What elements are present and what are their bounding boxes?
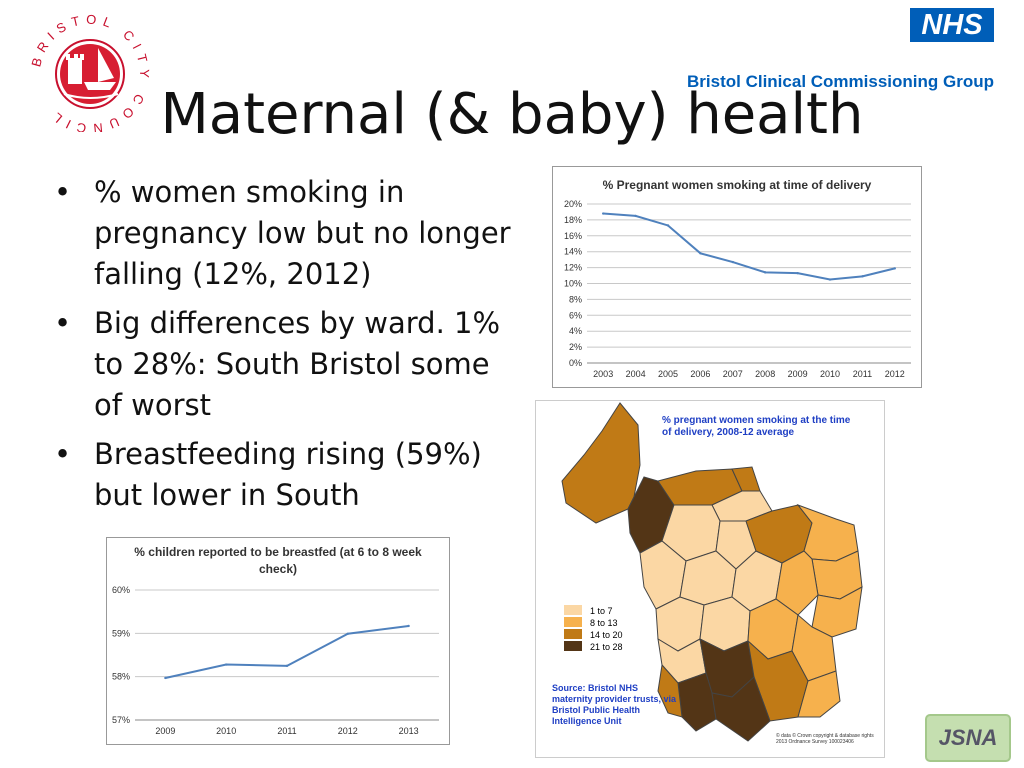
x-tick-label: 2012 bbox=[338, 726, 358, 736]
x-tick-label: 2009 bbox=[155, 726, 175, 736]
data-point bbox=[893, 267, 896, 270]
nhs-logo: NHS bbox=[910, 8, 994, 42]
map-ward bbox=[711, 676, 771, 742]
y-tick-label: 2% bbox=[569, 342, 582, 352]
map-ward bbox=[797, 670, 841, 718]
bullet-item: • Big differences by ward. 1% to 28%: Sou… bbox=[52, 303, 512, 426]
smoking-chart: % Pregnant women smoking at time of deli… bbox=[552, 166, 922, 388]
y-tick-label: 57% bbox=[112, 715, 130, 725]
data-point bbox=[407, 624, 410, 628]
bristol-city-council-logo: BRISTOL CITY COUNCIL bbox=[20, 12, 160, 137]
x-tick-label: 2012 bbox=[885, 369, 905, 379]
data-point bbox=[796, 271, 799, 275]
y-tick-label: 16% bbox=[564, 231, 582, 241]
data-point bbox=[285, 664, 289, 668]
x-tick-label: 2006 bbox=[690, 369, 710, 379]
x-tick-label: 2013 bbox=[399, 726, 419, 736]
breastfeeding-chart-svg: % children reported to be breastfed (at … bbox=[112, 545, 439, 736]
bullet-icon: • bbox=[54, 175, 72, 209]
legend-label: 21 to 28 bbox=[590, 642, 623, 652]
x-tick-label: 2004 bbox=[626, 369, 646, 379]
legend-label: 8 to 13 bbox=[590, 618, 618, 628]
x-tick-label: 2008 bbox=[755, 369, 775, 379]
legend-swatch bbox=[564, 629, 582, 639]
map-ward bbox=[657, 663, 683, 718]
data-point bbox=[731, 260, 734, 264]
y-tick-label: 6% bbox=[569, 310, 582, 320]
map-legend: 1 to 7 8 to 13 14 to 20 21 to 28 bbox=[564, 605, 623, 652]
x-tick-label: 2011 bbox=[277, 726, 296, 736]
breastfeeding-chart: % children reported to be breastfed (at … bbox=[106, 537, 450, 745]
map-source: Source: Bristol NHS maternity provider t… bbox=[552, 683, 677, 726]
bullet-text: Big differences by ward. 1% to 28%: Sout… bbox=[94, 306, 501, 422]
ward-map-svg: % pregnant women smoking at the time of … bbox=[552, 402, 874, 745]
data-point bbox=[225, 663, 228, 666]
data-point bbox=[764, 271, 767, 274]
y-tick-label: 10% bbox=[564, 279, 582, 289]
y-tick-label: 20% bbox=[564, 199, 582, 209]
data-point bbox=[346, 632, 349, 635]
bullet-text: % women smoking in pregnancy low but no … bbox=[94, 175, 511, 291]
legend-swatch bbox=[564, 617, 582, 627]
y-tick-label: 58% bbox=[112, 672, 130, 682]
x-tick-label: 2003 bbox=[593, 369, 613, 379]
x-tick-label: 2009 bbox=[788, 369, 808, 379]
bullet-list: • % women smoking in pregnancy low but no… bbox=[52, 172, 512, 524]
chart-title: % children reported to be breastfed (at … bbox=[134, 545, 422, 576]
ward-map: % pregnant women smoking at the time of … bbox=[535, 400, 885, 758]
jsna-badge: JSNA bbox=[925, 714, 1011, 762]
legend-label: 1 to 7 bbox=[590, 606, 613, 616]
bullet-item: • Breastfeeding rising (59%) but lower in… bbox=[52, 434, 512, 516]
council-crest-icon: BRISTOL CITY COUNCIL bbox=[28, 12, 146, 137]
ccg-name: Bristol Clinical Commissioning Group bbox=[687, 72, 994, 91]
x-tick-label: 2011 bbox=[853, 369, 872, 379]
x-tick-label: 2010 bbox=[216, 726, 236, 736]
y-tick-label: 60% bbox=[112, 585, 130, 595]
bullet-text: Breastfeeding rising (59%) but lower in … bbox=[94, 437, 482, 512]
x-tick-label: 2010 bbox=[820, 369, 840, 379]
data-point bbox=[666, 224, 670, 227]
legend-label: 14 to 20 bbox=[590, 630, 623, 640]
x-tick-label: 2007 bbox=[723, 369, 743, 379]
data-point bbox=[699, 252, 702, 255]
legend-swatch bbox=[564, 641, 582, 651]
slide-title: Maternal (& baby) health bbox=[160, 82, 864, 147]
legend-swatch bbox=[564, 605, 582, 615]
y-tick-label: 4% bbox=[569, 326, 582, 336]
bullet-icon: • bbox=[54, 437, 72, 471]
bullet-item: • % women smoking in pregnancy low but no… bbox=[52, 172, 512, 295]
y-tick-label: 12% bbox=[564, 263, 582, 273]
y-tick-label: 14% bbox=[564, 247, 582, 257]
map-title: % pregnant women smoking at the time of … bbox=[662, 415, 851, 438]
data-point bbox=[861, 275, 864, 278]
map-copyright: © data © Crown copyright & database righ… bbox=[776, 733, 874, 745]
y-tick-label: 8% bbox=[569, 294, 582, 304]
data-point bbox=[634, 214, 637, 218]
x-tick-label: 2005 bbox=[658, 369, 678, 379]
data-point bbox=[164, 676, 167, 680]
map-ward bbox=[561, 402, 641, 524]
chart-title: % Pregnant women smoking at time of deli… bbox=[603, 178, 872, 192]
y-tick-label: 59% bbox=[112, 628, 130, 638]
smoking-chart-svg: % Pregnant women smoking at time of deli… bbox=[564, 178, 911, 379]
series-line bbox=[603, 212, 896, 281]
data-point bbox=[602, 212, 605, 215]
bullet-icon: • bbox=[54, 306, 72, 340]
y-tick-label: 0% bbox=[569, 358, 582, 368]
y-tick-label: 18% bbox=[564, 215, 582, 225]
data-point bbox=[828, 278, 832, 281]
